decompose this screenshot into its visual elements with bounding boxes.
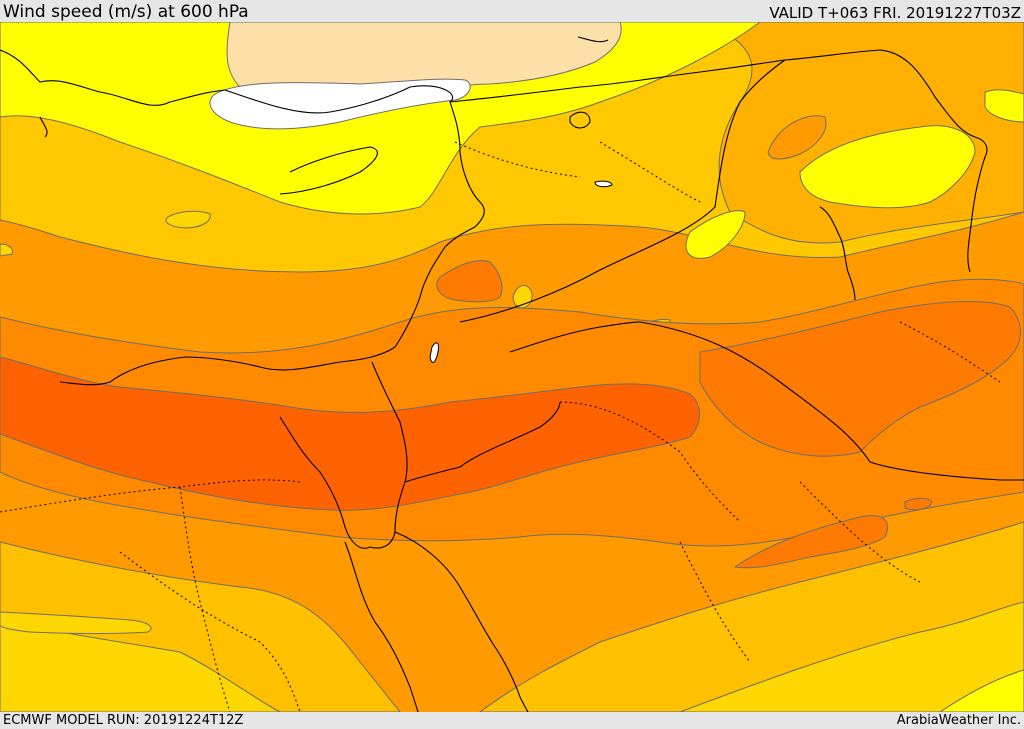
wind-band-yellow-patch-east — [799, 125, 976, 209]
wind-band-calm-white — [209, 78, 471, 130]
wind-band-islet-1 — [165, 210, 211, 229]
header-bar: Wind speed (m/s) at 600 hPa VALID T+063 … — [0, 0, 1024, 22]
wind-band-levant-spot — [436, 260, 503, 303]
wind-band-yellow-patch-center — [685, 210, 746, 259]
wind-band-northeast-amber — [699, 22, 1024, 244]
wind-band-east-spot — [904, 497, 933, 511]
footer-bar: ECMWF MODEL RUN: 20191224T12Z ArabiaWeat… — [0, 712, 1024, 729]
map-title: Wind speed (m/s) at 600 hPa — [3, 2, 249, 22]
wind-band-far-southeast-gold — [679, 601, 1024, 712]
wind-band-islet-2 — [0, 243, 13, 257]
wind-band-yellow-patch-jordan — [512, 285, 533, 309]
wind-band-islet-4 — [767, 115, 827, 160]
model-run: ECMWF MODEL RUN: 20191224T12Z — [3, 713, 244, 728]
wind-band-east-strip — [733, 515, 889, 569]
coastlines — [0, 36, 1024, 712]
water-features — [429, 180, 613, 363]
wind-band-east-darkorange — [699, 301, 1021, 457]
wind-band-yellow-patch-ne — [984, 89, 1024, 123]
internal-borders — [0, 141, 1001, 712]
wind-speed-map — [0, 22, 1024, 712]
credit-label: ArabiaWeather Inc. — [896, 713, 1021, 728]
wind-band-max-redorange — [0, 356, 700, 511]
valid-time: VALID T+063 FRI. 20191227T03Z — [769, 4, 1021, 22]
wind-band-islet-3 — [0, 611, 152, 634]
